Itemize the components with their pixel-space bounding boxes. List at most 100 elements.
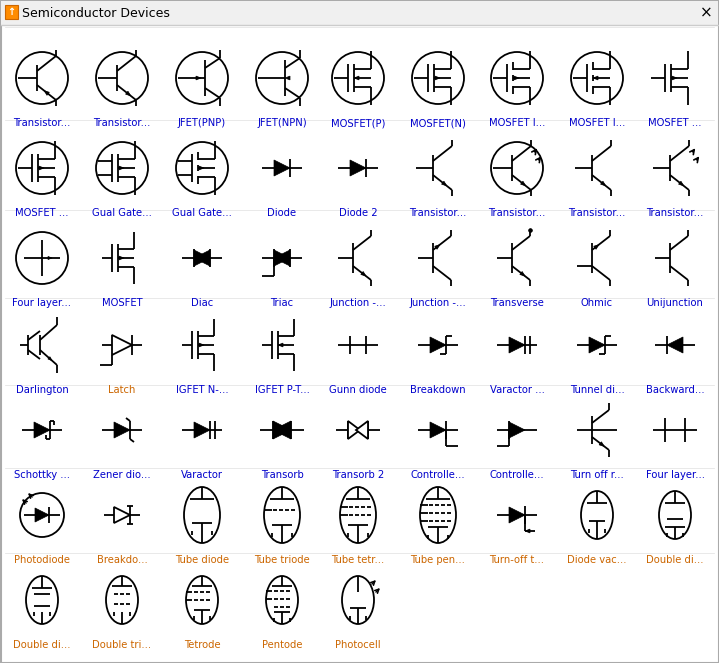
Circle shape xyxy=(16,232,68,284)
Bar xyxy=(1,1,718,25)
Polygon shape xyxy=(435,245,440,249)
Polygon shape xyxy=(672,76,677,80)
Text: Latch: Latch xyxy=(109,385,136,395)
Circle shape xyxy=(176,52,228,104)
Polygon shape xyxy=(514,76,519,80)
Polygon shape xyxy=(589,337,605,353)
Text: Tube tetr...: Tube tetr... xyxy=(331,555,385,565)
Polygon shape xyxy=(361,272,366,276)
Polygon shape xyxy=(274,160,290,176)
Circle shape xyxy=(20,493,64,537)
Text: IGFET N-...: IGFET N-... xyxy=(175,385,229,395)
Circle shape xyxy=(16,142,68,194)
Text: Gual Gate...: Gual Gate... xyxy=(172,208,232,218)
Polygon shape xyxy=(679,181,684,186)
Polygon shape xyxy=(285,76,290,80)
Text: Turn off r...: Turn off r... xyxy=(570,470,624,480)
Text: Tetrode: Tetrode xyxy=(183,640,220,650)
Polygon shape xyxy=(525,529,530,533)
Polygon shape xyxy=(278,343,283,347)
Text: Transistor...: Transistor... xyxy=(409,208,467,218)
Text: MOSFET I...: MOSFET I... xyxy=(489,118,545,128)
Text: Photocell: Photocell xyxy=(335,640,381,650)
Text: Diac: Diac xyxy=(191,298,213,308)
Polygon shape xyxy=(119,256,124,260)
Text: Controlle...: Controlle... xyxy=(490,470,544,480)
Polygon shape xyxy=(34,422,50,438)
Text: Transistor...: Transistor... xyxy=(93,118,151,128)
Text: IGFET P-T...: IGFET P-T... xyxy=(255,385,309,395)
Text: Controlle...: Controlle... xyxy=(411,470,465,480)
Polygon shape xyxy=(435,76,440,80)
Polygon shape xyxy=(126,91,131,95)
Text: Gual Gate...: Gual Gate... xyxy=(92,208,152,218)
Polygon shape xyxy=(48,357,52,361)
Ellipse shape xyxy=(659,491,691,539)
Polygon shape xyxy=(112,335,132,355)
Polygon shape xyxy=(520,272,525,276)
Polygon shape xyxy=(354,76,359,80)
Text: Diode 2: Diode 2 xyxy=(339,208,377,218)
Text: Junction -...: Junction -... xyxy=(329,298,386,308)
Polygon shape xyxy=(35,508,49,522)
Polygon shape xyxy=(196,76,201,80)
Ellipse shape xyxy=(581,491,613,539)
Text: MOSFET(N): MOSFET(N) xyxy=(410,118,466,128)
Text: Pentode: Pentode xyxy=(262,640,302,650)
Ellipse shape xyxy=(340,487,376,543)
Text: JFET(NPN): JFET(NPN) xyxy=(257,118,307,128)
Polygon shape xyxy=(194,250,210,266)
Polygon shape xyxy=(509,507,525,523)
Text: Four layer...: Four layer... xyxy=(646,470,705,480)
Text: Darlington: Darlington xyxy=(16,385,68,395)
Text: MOSFET(P): MOSFET(P) xyxy=(331,118,385,128)
Polygon shape xyxy=(194,422,210,438)
Text: Diode vac...: Diode vac... xyxy=(567,555,627,565)
Text: Four layer...: Four layer... xyxy=(12,298,71,308)
Text: Ohmic: Ohmic xyxy=(581,298,613,308)
Polygon shape xyxy=(48,257,52,259)
Text: ×: × xyxy=(700,5,713,21)
Polygon shape xyxy=(593,76,598,80)
Ellipse shape xyxy=(342,576,374,624)
Text: MOSFET I...: MOSFET I... xyxy=(569,118,626,128)
Text: Breakdo...: Breakdo... xyxy=(96,555,147,565)
Circle shape xyxy=(412,52,464,104)
Ellipse shape xyxy=(420,487,456,543)
Ellipse shape xyxy=(26,576,58,624)
Text: Double di...: Double di... xyxy=(646,555,704,565)
Text: Backward...: Backward... xyxy=(646,385,705,395)
Polygon shape xyxy=(350,160,366,176)
Polygon shape xyxy=(599,442,604,446)
Text: Semiconductor Devices: Semiconductor Devices xyxy=(22,7,170,19)
Polygon shape xyxy=(348,421,360,439)
Text: Double di...: Double di... xyxy=(13,640,70,650)
Text: Varactor: Varactor xyxy=(181,470,223,480)
Text: Photodiode: Photodiode xyxy=(14,555,70,565)
Text: Transorb: Transorb xyxy=(260,470,303,480)
Polygon shape xyxy=(594,245,599,249)
Polygon shape xyxy=(274,250,290,266)
Polygon shape xyxy=(273,421,291,439)
Circle shape xyxy=(491,52,543,104)
Polygon shape xyxy=(114,422,130,438)
Polygon shape xyxy=(430,337,446,353)
Text: Junction -...: Junction -... xyxy=(410,298,467,308)
Polygon shape xyxy=(39,166,44,170)
Circle shape xyxy=(491,142,543,194)
Text: Breakdown: Breakdown xyxy=(410,385,466,395)
Text: Triac: Triac xyxy=(270,298,293,308)
Ellipse shape xyxy=(184,487,220,543)
Text: Transorb 2: Transorb 2 xyxy=(332,470,384,480)
Text: ↑: ↑ xyxy=(7,7,16,17)
Text: Varactor ...: Varactor ... xyxy=(490,385,544,395)
Text: Turn-off t...: Turn-off t... xyxy=(490,555,544,565)
Polygon shape xyxy=(119,166,124,170)
Text: Tube pen...: Tube pen... xyxy=(411,555,465,565)
Circle shape xyxy=(16,52,68,104)
Text: Tunnel di...: Tunnel di... xyxy=(569,385,624,395)
Polygon shape xyxy=(273,421,291,439)
Circle shape xyxy=(96,142,148,194)
Polygon shape xyxy=(667,337,683,353)
Polygon shape xyxy=(274,250,290,266)
